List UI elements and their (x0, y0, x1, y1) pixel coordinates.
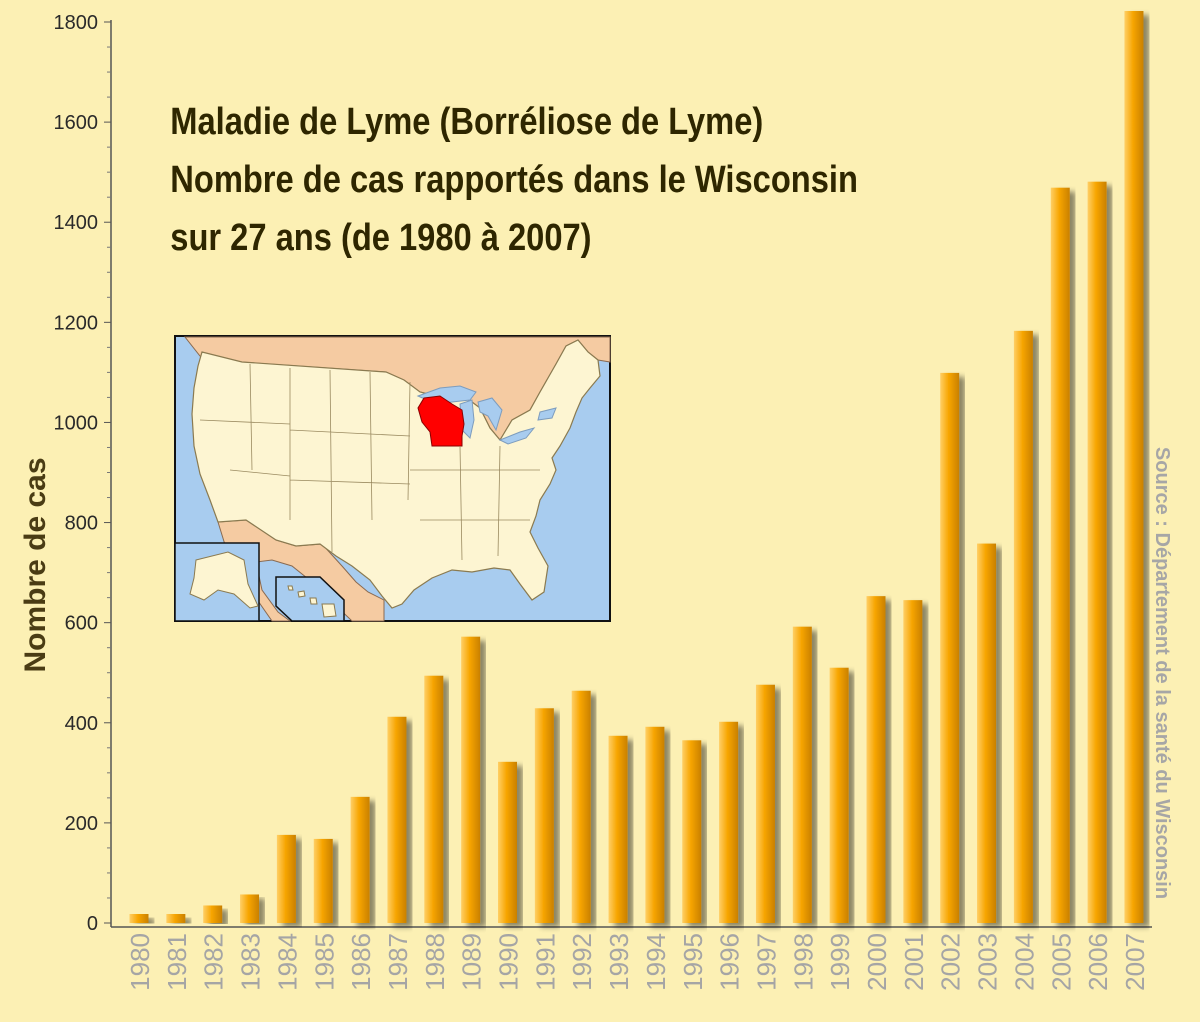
y-tick-label: 0 (87, 913, 98, 935)
x-tick-label: 1986 (346, 933, 376, 991)
x-tick-label: 1981 (162, 933, 192, 991)
bar-1982 (203, 905, 223, 923)
bar-1991 (534, 708, 554, 923)
x-tick-label: 1984 (272, 933, 302, 991)
bar-1996 (719, 721, 739, 923)
y-tick-label: 400 (65, 713, 98, 735)
bars (129, 10, 1144, 924)
bar-1981 (166, 913, 186, 923)
chart-title: Maladie de Lyme (Borréliose de Lyme) Nom… (170, 100, 858, 259)
bar-2001 (903, 600, 923, 923)
bar-1997 (755, 684, 775, 923)
x-tick-label: 2001 (899, 933, 929, 991)
x-tick-label: 1996 (715, 933, 745, 991)
x-tick-label: 1988 (420, 933, 450, 991)
x-tick-label: 1980 (125, 933, 155, 991)
bar-1983 (240, 894, 260, 923)
x-tick-label: 1990 (494, 933, 524, 991)
x-tick-label: 2004 (1009, 933, 1039, 991)
x-tick-label: 1985 (309, 933, 339, 991)
x-tick-label: 1982 (199, 933, 229, 991)
bar-2002 (940, 372, 960, 924)
hawaii-islands (287, 585, 337, 618)
x-tick-label: 2007 (1120, 933, 1150, 991)
y-tick-label: 1400 (54, 212, 99, 234)
y-tick-label: 800 (65, 513, 98, 535)
bar-1992 (571, 690, 591, 923)
bar-1995 (682, 740, 702, 923)
wisconsin-highlight (417, 395, 465, 447)
y-ticks: 0 200 400 600 800 1000 1200 1400 1600 1800 (54, 12, 111, 935)
x-tick-label: 1987 (383, 933, 413, 991)
x-tick-label: 1997 (751, 933, 781, 991)
x-tick-label: 1993 (604, 933, 634, 991)
x-tick-label: 2000 (862, 933, 892, 991)
bar-2006 (1087, 181, 1107, 923)
great-lakes (416, 385, 557, 445)
x-tick-label: 1992 (567, 933, 597, 991)
x-tick-label: 1089 (457, 933, 487, 991)
bar-1089 (461, 636, 481, 923)
state-borders (199, 363, 540, 561)
bar-1988 (424, 675, 444, 923)
x-tick-label: 1991 (530, 933, 560, 991)
x-tick-label: 1998 (788, 933, 818, 991)
bar-1998 (792, 626, 812, 923)
bar-2007 (1124, 10, 1144, 923)
source-note: Source : Département de la santé du Wisc… (1151, 447, 1173, 899)
bar-1994 (645, 726, 665, 923)
bar-1985 (313, 838, 333, 923)
x-tick-label: 1983 (236, 933, 266, 991)
x-tick-label: 2005 (1046, 933, 1076, 991)
y-tick-label: 600 (65, 613, 98, 635)
x-tick-label: 2002 (936, 933, 966, 991)
title-line-1: Maladie de Lyme (Borréliose de Lyme) (170, 100, 763, 143)
x-tick-label: 1995 (678, 933, 708, 991)
bar-1993 (608, 735, 628, 923)
bar-1986 (350, 796, 370, 923)
bar-2004 (1013, 330, 1033, 923)
y-tick-label: 1600 (54, 112, 99, 134)
bar-2003 (977, 543, 997, 923)
title-line-3: sur 27 ans (de 1980 à 2007) (170, 216, 591, 259)
y-axis-label: Nombre de cas (19, 457, 52, 672)
x-tick-label: 1994 (641, 933, 671, 991)
x-tick-label: 2003 (973, 933, 1003, 991)
bar-2005 (1050, 187, 1070, 923)
bar-2000 (866, 596, 886, 923)
x-tick-label: 2006 (1083, 933, 1113, 991)
title-line-2: Nombre de cas rapportés dans le Wisconsi… (170, 158, 858, 201)
y-tick-label: 1800 (54, 12, 99, 34)
bar-1987 (387, 716, 407, 923)
us-map-inset (174, 335, 611, 622)
bar-1984 (276, 834, 296, 923)
x-tick-label: 1999 (825, 933, 855, 991)
bar-1999 (829, 667, 849, 923)
alaska-land (189, 551, 259, 609)
bar-1980 (129, 913, 149, 923)
y-tick-label: 1000 (54, 412, 99, 434)
bar-1990 (498, 761, 517, 923)
x-ticks: 1980 1981 1982 1983 1984 1985 1986 1987 1988 1089… (125, 933, 1150, 991)
y-tick-label: 200 (65, 813, 98, 835)
y-tick-label: 1200 (54, 312, 99, 334)
